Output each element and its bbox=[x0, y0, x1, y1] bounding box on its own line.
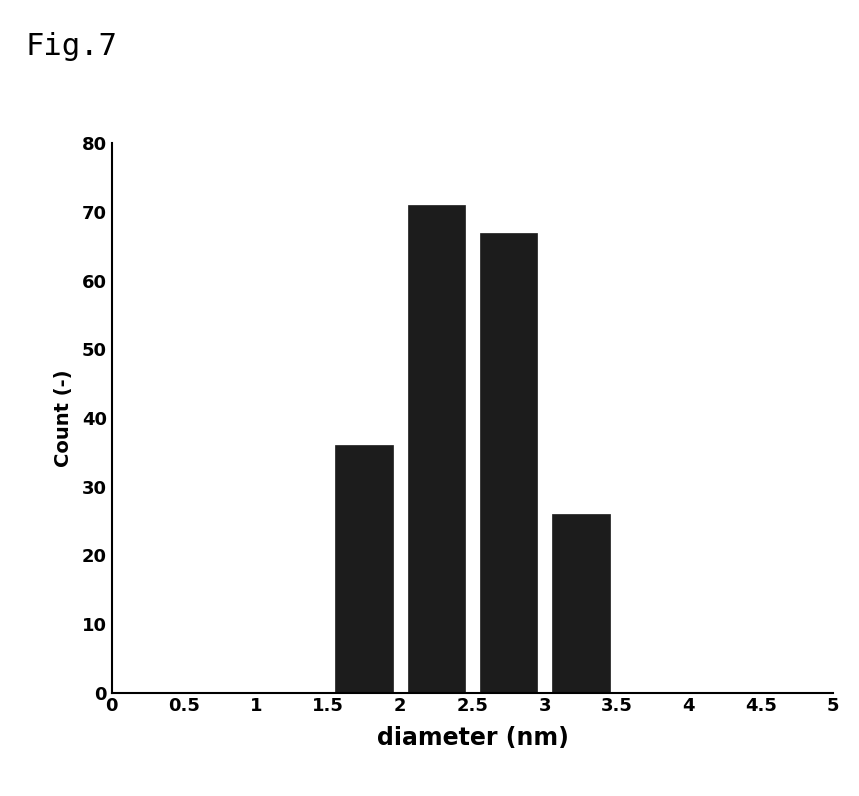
Bar bbox=[479, 232, 538, 693]
Bar bbox=[407, 205, 466, 693]
Bar bbox=[335, 446, 393, 693]
Y-axis label: Count (-): Count (-) bbox=[54, 369, 73, 466]
X-axis label: diameter (nm): diameter (nm) bbox=[376, 727, 569, 751]
Bar bbox=[551, 514, 610, 693]
Text: Fig.7: Fig.7 bbox=[26, 32, 118, 60]
